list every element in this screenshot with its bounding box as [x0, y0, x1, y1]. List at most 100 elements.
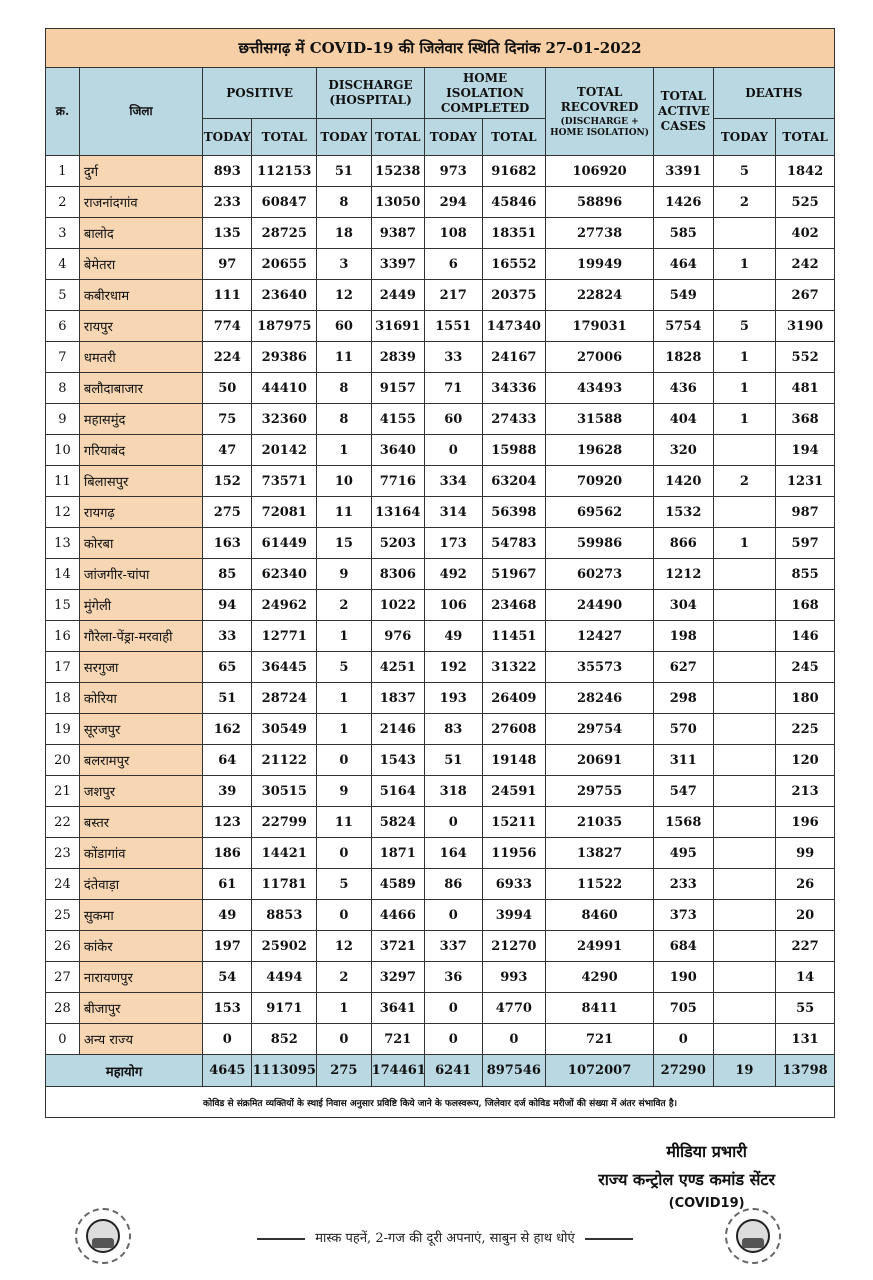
cell-total-active: 436 — [653, 372, 714, 404]
cell-home-total: 31322 — [481, 651, 547, 683]
cell-district: सरगुजा — [78, 651, 204, 683]
cell-home-total: 24167 — [481, 341, 547, 373]
cell-deaths-today — [712, 682, 777, 714]
cell-total-recovered: 21035 — [545, 806, 655, 838]
cell-home-today: 193 — [423, 682, 483, 714]
cell-discharge-today: 10 — [316, 465, 372, 497]
cell-home-today: 173 — [423, 527, 483, 559]
cell-discharge-total: 9387 — [370, 217, 425, 249]
cell-positive-total: 25902 — [251, 930, 318, 962]
table-row: 19 सूरजपुर 162 30549 1 2146 83 27608 29754 570 225 — [45, 713, 835, 745]
cell-deaths-today: 2 — [712, 465, 777, 497]
cell-positive-today: 97 — [202, 248, 253, 280]
cell-sno: 22 — [45, 806, 80, 838]
cell-discharge-today: 0 — [316, 899, 372, 931]
cell-discharge-today: 51 — [316, 155, 372, 187]
cell-discharge-total: 5164 — [370, 775, 425, 807]
cell-positive-today: 33 — [202, 620, 253, 652]
cell-total-recovered: 4290 — [545, 961, 655, 993]
cell-home-total: 147340 — [481, 310, 547, 342]
header-positive: POSITIVE — [202, 67, 318, 119]
cell-positive-today: 233 — [202, 186, 253, 218]
cell-total-recovered: 43493 — [545, 372, 655, 404]
cell-deaths-today — [712, 930, 777, 962]
cell-positive-total: 21122 — [251, 744, 318, 776]
cell-home-today: 164 — [423, 837, 483, 869]
cell-total-active: 198 — [653, 620, 714, 652]
cell-home-total: 24591 — [481, 775, 547, 807]
cell-deaths-total: 14 — [775, 961, 835, 993]
cell-total-recovered: 19949 — [545, 248, 655, 280]
cell-sno: 2 — [45, 186, 80, 218]
cell-discharge-today: 0 — [316, 744, 372, 776]
cell-deaths-total: 597 — [775, 527, 835, 559]
cell-discharge-total: 1022 — [370, 589, 425, 621]
cell-positive-total: 20142 — [251, 434, 318, 466]
cell-discharge-today: 1 — [316, 434, 372, 466]
cell-positive-today: 51 — [202, 682, 253, 714]
cell-discharge-total: 721 — [370, 1023, 425, 1055]
cell-deaths-today — [712, 744, 777, 776]
cell-sno: 25 — [45, 899, 80, 931]
table-row: 23 कोंडागांव 186 14421 0 1871 164 11956 13827 495… — [45, 837, 835, 869]
cell-discharge-total: 7716 — [370, 465, 425, 497]
total-home-total: 897546 — [481, 1054, 547, 1087]
cell-total-active: 1828 — [653, 341, 714, 373]
table-row: 27 नारायणपुर 54 4494 2 3297 36 993 4290 190 14 — [45, 961, 835, 993]
footnote: कोविड से संक्रमित व्यक्तियों के स्थाई नि… — [45, 1086, 835, 1118]
cell-discharge-total: 5824 — [370, 806, 425, 838]
cell-home-total: 27433 — [481, 403, 547, 435]
total-positive-today: 4645 — [202, 1054, 253, 1087]
cell-district: मुंगेली — [78, 589, 204, 621]
covid-report-sheet: छत्तीसगढ़ में COVID-19 की जिलेवार स्थिति… — [44, 28, 836, 1118]
cell-deaths-today: 1 — [712, 527, 777, 559]
cell-sno: 16 — [45, 620, 80, 652]
header-discharge-total: TOTAL — [370, 118, 425, 156]
cell-home-today: 314 — [423, 496, 483, 528]
cell-discharge-today: 5 — [316, 868, 372, 900]
cell-discharge-today: 1 — [316, 713, 372, 745]
cell-deaths-total: 99 — [775, 837, 835, 869]
cell-discharge-total: 13050 — [370, 186, 425, 218]
cell-home-total: 26409 — [481, 682, 547, 714]
cell-positive-today: 50 — [202, 372, 253, 404]
cell-home-today: 337 — [423, 930, 483, 962]
cell-total-active: 627 — [653, 651, 714, 683]
cell-home-total: 15988 — [481, 434, 547, 466]
cell-district: रायपुर — [78, 310, 204, 342]
signature-block: मीडिया प्रभारी राज्य कन्ट्रोल एण्ड कमांड… — [598, 1140, 775, 1211]
cell-total-recovered: 8460 — [545, 899, 655, 931]
total-active: 27290 — [653, 1054, 714, 1087]
cell-discharge-total: 8306 — [370, 558, 425, 590]
cell-home-today: 318 — [423, 775, 483, 807]
cell-deaths-total: 168 — [775, 589, 835, 621]
cell-sno: 28 — [45, 992, 80, 1024]
table-row: 9 महासमुंद 75 32360 8 4155 60 27433 31588 404 1 368 — [45, 403, 835, 435]
cell-discharge-today: 0 — [316, 1023, 372, 1055]
cell-discharge-total: 13164 — [370, 496, 425, 528]
cell-district: कबीरधाम — [78, 279, 204, 311]
cell-positive-total: 11781 — [251, 868, 318, 900]
cell-district: कोरिया — [78, 682, 204, 714]
cell-deaths-today — [712, 620, 777, 652]
cell-positive-total: 32360 — [251, 403, 318, 435]
table-row: 6 रायपुर 774 187975 60 31691 1551 147340 179031 5… — [45, 310, 835, 342]
cell-home-total: 18351 — [481, 217, 547, 249]
cell-home-today: 294 — [423, 186, 483, 218]
header-total-recovered-sub: (DISCHARGE + HOME ISOLATION) — [550, 116, 650, 138]
cell-sno: 5 — [45, 279, 80, 311]
cell-total-recovered: 721 — [545, 1023, 655, 1055]
header-home-total: TOTAL — [481, 118, 547, 156]
cell-positive-today: 47 — [202, 434, 253, 466]
cell-total-active: 866 — [653, 527, 714, 559]
cell-sno: 8 — [45, 372, 80, 404]
grand-total-row: महायोग 4645 1113095 275 174461 6241 8975… — [44, 1054, 835, 1087]
table-row: 22 बस्तर 123 22799 11 5824 0 15211 21035 1568 196 — [45, 806, 835, 838]
cell-positive-today: 893 — [202, 155, 253, 187]
cell-sno: 18 — [45, 682, 80, 714]
cell-sno: 0 — [45, 1023, 80, 1055]
cell-total-active: 1426 — [653, 186, 714, 218]
cell-deaths-today — [712, 775, 777, 807]
cell-positive-total: 8853 — [251, 899, 318, 931]
cell-home-total: 3994 — [481, 899, 547, 931]
